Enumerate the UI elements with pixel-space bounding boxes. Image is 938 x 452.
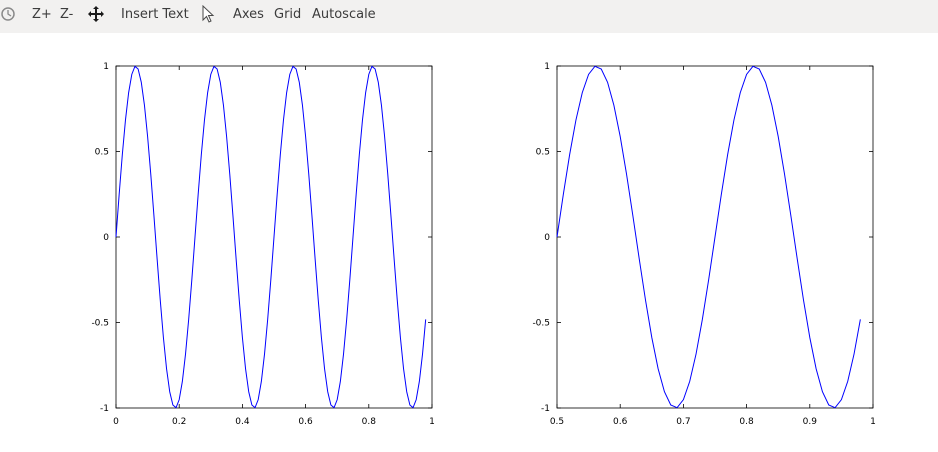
autoscale-button[interactable]: Autoscale: [312, 6, 376, 22]
y-tick-label: 1: [544, 62, 550, 72]
pan-move-icon[interactable]: [87, 0, 105, 28]
x-tick-label: 0.2: [172, 417, 186, 427]
figure-svg: 0 0.2 0.4 0.6 0.8 110.50-0.5-10.5 0.6 0.7 0.8 0.9…: [91, 62, 875, 427]
insert-text-button[interactable]: Insert Text: [121, 6, 189, 22]
series-line: [556, 65, 861, 409]
y-tick-label: -0.5: [91, 319, 109, 329]
y-tick-label: 0: [544, 233, 550, 243]
plot-1: 0 0.2 0.4 0.6 0.8 1 1 0.5 0 -0.5 -1: [91, 62, 434, 427]
x-tick-label: 1: [429, 417, 435, 427]
y-tick-label: -0.5: [532, 319, 550, 329]
x-tick-label: 0.8: [362, 417, 377, 427]
plot-2: 0.5 0.6 0.7 0.8 0.9 1 1 0.5 0 -0.5 -1: [532, 62, 875, 427]
y-tick-label: 0.5: [536, 148, 550, 158]
x-tick-label: 0.6: [613, 417, 628, 427]
x-tick-label: 0.9: [803, 417, 818, 427]
x-tick-label: 0.6: [298, 417, 313, 427]
y-tick-label: -1: [541, 404, 550, 414]
y-tick-label: 1: [103, 62, 109, 72]
x-tick-label: 0.5: [550, 417, 564, 427]
plot-toolbar: Z+ Z- Insert Text Axes Grid Autoscale: [0, 0, 938, 33]
x-tick-label: 0.8: [739, 417, 754, 427]
x-tick-label: 0.4: [235, 417, 250, 427]
x-tick-label: 0: [113, 417, 119, 427]
series-line: [115, 65, 427, 409]
y-tick-label: -1: [100, 404, 109, 414]
grid-button[interactable]: Grid: [274, 6, 302, 22]
x-tick-label: 1: [870, 417, 876, 427]
zoom-in-button[interactable]: Z+: [32, 6, 52, 22]
figure-canvas[interactable]: 0 0.2 0.4 0.6 0.8 1 1 0.5 0 -0.5 -1 0.5 0.6 0.7 0.8 0.9…: [0, 33, 938, 448]
x-tick-label: 0.7: [676, 417, 690, 427]
pointer-icon[interactable]: [201, 0, 215, 28]
rotate-icon[interactable]: [0, 0, 16, 28]
y-tick-label: 0.5: [95, 148, 109, 158]
axes-button[interactable]: Axes: [233, 6, 264, 22]
y-tick-label: 0: [103, 233, 109, 243]
zoom-out-button[interactable]: Z-: [60, 6, 74, 22]
